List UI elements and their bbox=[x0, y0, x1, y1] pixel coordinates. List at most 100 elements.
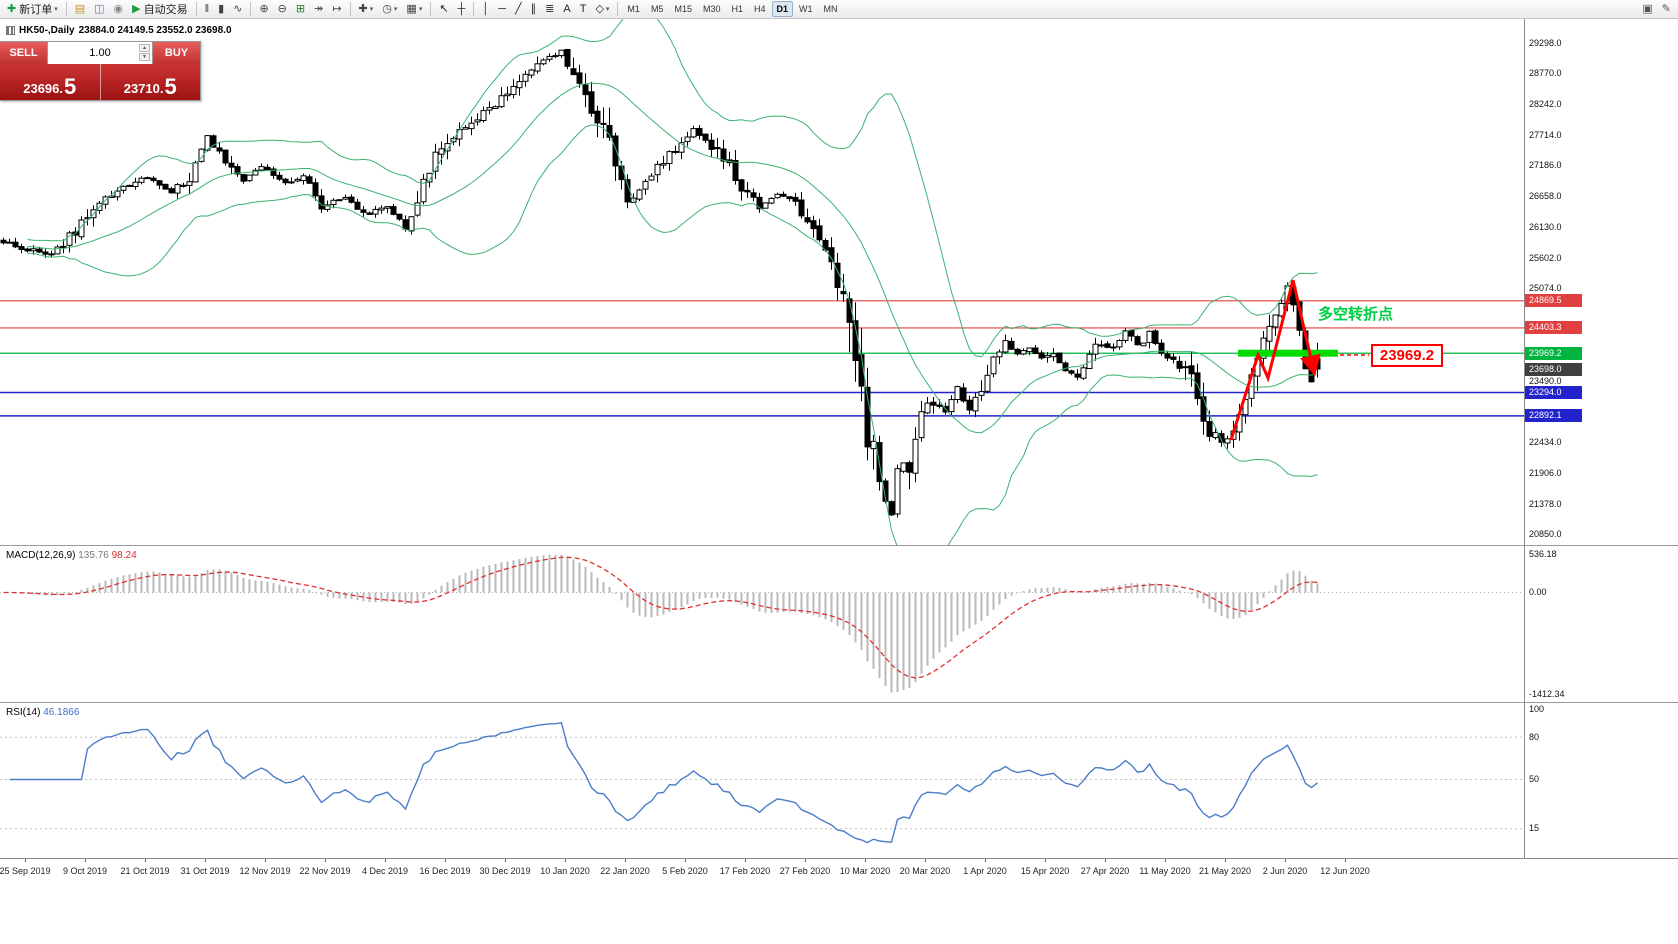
date-label[interactable]: 21 Oct 2019 bbox=[120, 866, 170, 876]
signals-icon[interactable]: ◉ bbox=[110, 1, 128, 17]
date-tick bbox=[565, 859, 566, 862]
spinner-up-icon[interactable]: ▲ bbox=[139, 44, 150, 52]
shapes-icon[interactable]: ◇ ▾ bbox=[591, 1, 613, 17]
sell-price[interactable]: 23696. 5 bbox=[0, 64, 101, 100]
date-label[interactable]: 11 May 2020 bbox=[1139, 866, 1191, 876]
auto-scroll-icon: ↠ bbox=[314, 2, 324, 15]
date-label[interactable]: 31 Oct 2019 bbox=[180, 866, 230, 876]
templates-icon[interactable]: ▦ ▾ bbox=[402, 1, 426, 17]
date-tick bbox=[1045, 859, 1046, 862]
red-trend-arrow-down[interactable] bbox=[1291, 279, 1321, 377]
label-icon[interactable]: T bbox=[576, 1, 591, 17]
chart-shift-icon[interactable]: ↦ bbox=[328, 1, 345, 17]
buy-button[interactable]: BUY bbox=[153, 42, 200, 64]
date-label[interactable]: 16 Dec 2019 bbox=[419, 866, 471, 876]
date-label[interactable]: 25 Sep 2019 bbox=[0, 866, 51, 876]
date-label[interactable]: 20 Mar 2020 bbox=[899, 866, 951, 876]
chart-window-icon[interactable]: ▣ bbox=[1638, 1, 1656, 17]
volume-spinner[interactable]: ▲ ▼ bbox=[139, 44, 150, 61]
new-order-button[interactable]: ✚ 新订单 ▾ bbox=[3, 1, 62, 17]
date-tick bbox=[265, 859, 266, 862]
date-tick bbox=[985, 859, 986, 862]
thick-green-level-bar[interactable] bbox=[1238, 349, 1338, 357]
indicators-icon[interactable]: ✚ ▾ bbox=[355, 1, 378, 17]
macd-panel-canvas[interactable] bbox=[0, 546, 1678, 702]
crosshair-icon[interactable]: ┼ bbox=[454, 1, 470, 17]
date-label[interactable]: 12 Jun 2020 bbox=[1320, 866, 1370, 876]
timeframe-button-m1[interactable]: M1 bbox=[627, 4, 640, 14]
horizontal-line-icon[interactable]: ─ bbox=[494, 1, 510, 17]
timeframe-button-m5[interactable]: M5 bbox=[650, 4, 664, 14]
date-label[interactable]: 2 Jun 2020 bbox=[1262, 866, 1308, 876]
cursor-icon[interactable]: ↖ bbox=[435, 1, 452, 17]
profiles-icon: ▤ bbox=[74, 2, 86, 15]
spinner-down-icon[interactable]: ▼ bbox=[139, 53, 150, 61]
timeframe-button-h1[interactable]: H1 bbox=[731, 4, 743, 14]
price-callout-box[interactable]: 23969.2 bbox=[1371, 344, 1443, 367]
date-label[interactable]: 15 Apr 2020 bbox=[1020, 866, 1070, 876]
bar-chart-icon[interactable]: ǁ bbox=[201, 1, 214, 17]
date-label[interactable]: 5 Feb 2020 bbox=[662, 866, 708, 876]
line-chart-icon[interactable]: ∿ bbox=[229, 1, 246, 17]
bollinger-bands bbox=[27, 19, 1318, 545]
date-label[interactable]: 9 Oct 2019 bbox=[62, 866, 108, 876]
date-label[interactable]: 17 Feb 2020 bbox=[719, 866, 771, 876]
zoom-out-icon[interactable]: ⊖ bbox=[274, 1, 291, 17]
buy-price[interactable]: 23710. 5 bbox=[101, 64, 201, 100]
timeframe-button-d1[interactable]: D1 bbox=[771, 1, 794, 17]
auto-scroll-icon[interactable]: ↠ bbox=[310, 1, 327, 17]
rsi-panel-canvas[interactable] bbox=[0, 703, 1678, 858]
toolbar-separator bbox=[65, 2, 67, 16]
macd-name: MACD(12,26,9) bbox=[6, 550, 76, 561]
date-tick bbox=[505, 859, 506, 862]
date-tick bbox=[865, 859, 866, 862]
trendline-icon[interactable]: ╱ bbox=[511, 1, 526, 17]
time-axis[interactable]: 25 Sep 2019 9 Oct 2019 21 Oct 2019 31 Oct 2… bbox=[0, 858, 1678, 886]
red-trend-arrow-up[interactable] bbox=[1229, 279, 1295, 441]
tile-windows-icon[interactable]: ⊞ bbox=[292, 1, 309, 17]
date-label[interactable]: 30 Dec 2019 bbox=[479, 866, 531, 876]
timeframe-button-m15[interactable]: M15 bbox=[674, 4, 692, 14]
autotrading-button-icon: ▶ bbox=[132, 2, 141, 15]
timeframe-button-mn[interactable]: MN bbox=[823, 4, 838, 14]
zoom-out-icon: ⊖ bbox=[277, 2, 287, 15]
panel-splitter-2[interactable] bbox=[0, 702, 1678, 703]
new-order-button-icon: ✚ bbox=[7, 2, 17, 15]
date-label[interactable]: 27 Feb 2020 bbox=[779, 866, 831, 876]
panel-splitter-1[interactable] bbox=[0, 545, 1678, 546]
timeframe-button-w1[interactable]: W1 bbox=[799, 4, 813, 14]
fibonacci-icon[interactable]: ≣ bbox=[541, 1, 558, 17]
dropdown-caret-icon: ▾ bbox=[393, 6, 398, 13]
candlestick-chart-icon[interactable]: ▮ bbox=[214, 1, 228, 17]
text-icon[interactable]: A bbox=[559, 1, 574, 17]
date-label[interactable]: 21 May 2020 bbox=[1198, 866, 1252, 876]
sell-button[interactable]: SELL bbox=[0, 42, 47, 64]
date-label[interactable]: 1 Apr 2020 bbox=[963, 866, 1007, 876]
volume-input[interactable]: 1.00 ▲ ▼ bbox=[47, 42, 153, 64]
zoom-in-icon[interactable]: ⊕ bbox=[255, 1, 272, 17]
date-label[interactable]: 27 Apr 2020 bbox=[1080, 866, 1130, 876]
date-tick bbox=[1105, 859, 1106, 862]
templates-icon: ▦ bbox=[406, 2, 417, 15]
date-label[interactable]: 12 Nov 2019 bbox=[239, 866, 291, 876]
timeframe-button-m30[interactable]: M30 bbox=[702, 4, 721, 14]
periods-icon[interactable]: ◷ ▾ bbox=[378, 1, 401, 17]
channel-icon[interactable]: ∥ bbox=[527, 1, 541, 17]
date-tick bbox=[1225, 859, 1226, 862]
horizontal-level-lines[interactable] bbox=[0, 300, 1524, 417]
profiles-icon[interactable]: ▤ bbox=[71, 1, 89, 17]
date-label[interactable]: 22 Jan 2020 bbox=[600, 866, 650, 876]
main-chart-canvas[interactable] bbox=[0, 19, 1678, 545]
timeframe-button-h4[interactable]: H4 bbox=[754, 4, 766, 14]
palette-icon[interactable]: ✎ bbox=[1658, 1, 1675, 17]
date-label[interactable]: 10 Jan 2020 bbox=[540, 866, 590, 876]
autotrading-button[interactable]: ▶ 自动交易 bbox=[128, 1, 191, 17]
date-tick bbox=[205, 859, 206, 862]
toolbar-separator bbox=[473, 2, 475, 16]
date-label[interactable]: 10 Mar 2020 bbox=[839, 866, 891, 876]
charts-grid-icon[interactable]: ◫ bbox=[90, 1, 108, 17]
date-label[interactable]: 22 Nov 2019 bbox=[299, 866, 351, 876]
date-label[interactable]: 4 Dec 2019 bbox=[361, 866, 409, 876]
toolbar-separator bbox=[430, 2, 432, 16]
vertical-line-icon[interactable]: │ bbox=[478, 1, 493, 17]
